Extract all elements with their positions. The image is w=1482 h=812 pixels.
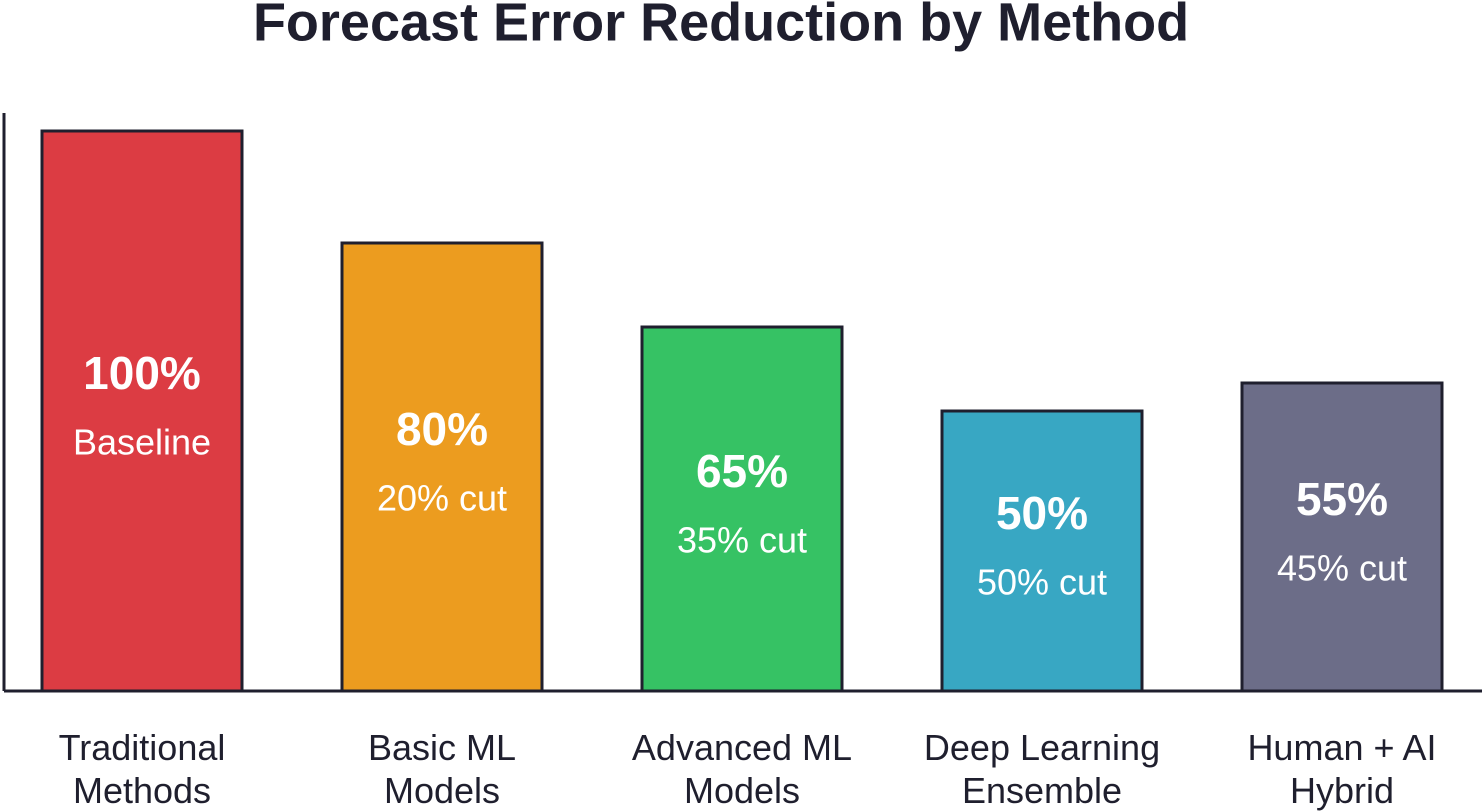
- bar-note: Baseline: [73, 422, 211, 463]
- x-tick-label: Basic ML Models: [367, 727, 517, 811]
- x-tick-label: Advanced ML Models: [631, 727, 853, 811]
- bar-note: 45% cut: [1277, 548, 1407, 589]
- bar: [640, 325, 844, 693]
- bar-note: 35% cut: [677, 520, 807, 561]
- value-label: 65%: [696, 445, 788, 497]
- x-tick-label: Human + AI Hybrid: [1247, 727, 1437, 811]
- value-label: 80%: [396, 403, 488, 455]
- chart-title: Forecast Error Reduction by Method: [253, 0, 1189, 52]
- value-label: 100%: [83, 347, 201, 399]
- bar: [40, 129, 244, 693]
- bar: [340, 241, 544, 693]
- bar: [940, 409, 1144, 693]
- bar-note: 50% cut: [977, 562, 1107, 603]
- value-label: 50%: [996, 487, 1088, 539]
- bar: [1240, 381, 1444, 693]
- x-tick-label: Traditional Methods: [58, 727, 226, 811]
- value-label: 55%: [1296, 473, 1388, 525]
- bar-note: 20% cut: [377, 478, 507, 519]
- x-tick-label: Deep Learning Ensemble: [923, 727, 1161, 811]
